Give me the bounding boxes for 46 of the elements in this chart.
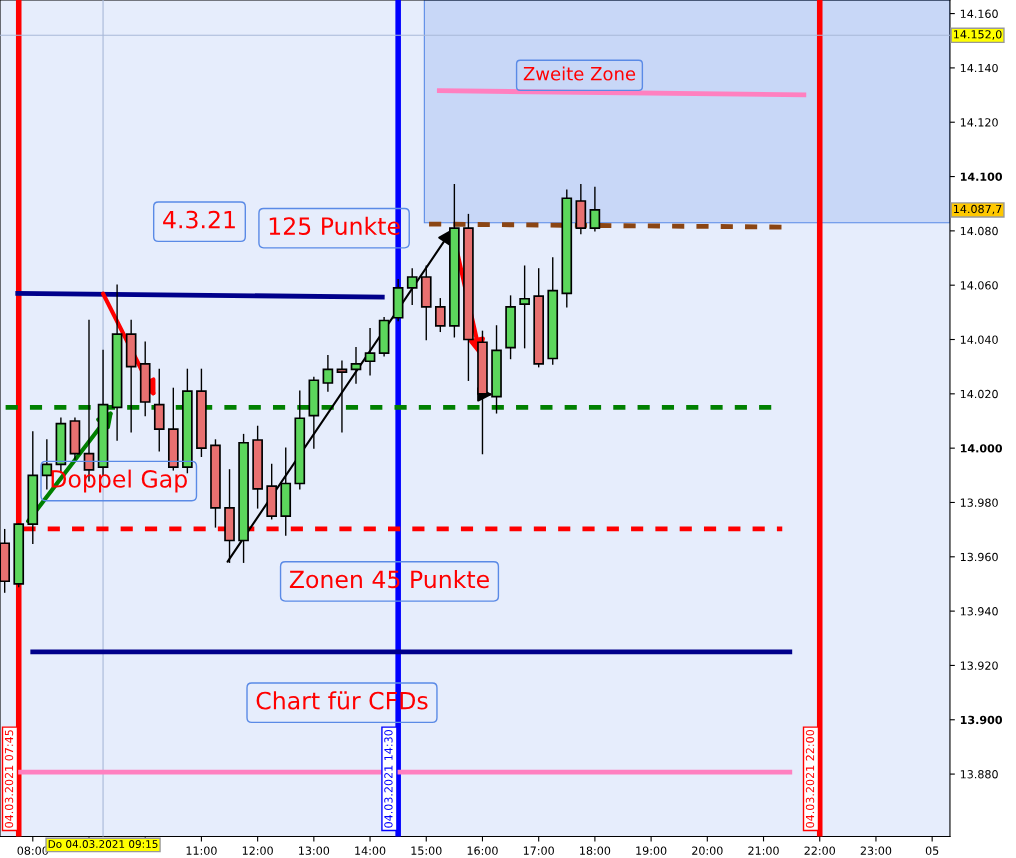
y-tick-label: 13.900	[960, 715, 1003, 725]
x-tick-label: 14:00	[355, 846, 386, 855]
x-tick-label: 11:00	[186, 846, 217, 855]
x-tick-label: 15:00	[411, 846, 442, 855]
candlestick	[350, 346, 362, 384]
y-tick-label: 13.920	[960, 661, 998, 670]
x-tick-label: 22:00	[804, 846, 836, 855]
ref-line-label: 04.03.2021 14:30	[384, 729, 393, 828]
annotation: Zweite Zone	[523, 66, 636, 81]
y-tick-label: 14.100	[960, 172, 1003, 181]
x-tick-label: 23:00	[860, 846, 892, 855]
x-tick-label: 16:00	[467, 846, 498, 855]
x-tick-label: 19:00	[636, 846, 667, 855]
y-tick-label: 13.960	[960, 552, 998, 562]
candlestick	[336, 360, 348, 433]
x-tick-label: 21:00	[748, 846, 779, 855]
x-tick-label: 18:00	[580, 846, 611, 855]
ref-line-label: 04.03.2021 07:45	[4, 730, 14, 828]
x-tick-label: 20:00	[692, 846, 723, 855]
y-tick-label: 14.020	[960, 389, 998, 399]
x-tick-label: 05	[925, 846, 939, 855]
ref-line-label: Do 04.03.2021 09:15	[48, 840, 158, 848]
candlestick	[519, 265, 530, 349]
ref-line-label: 04.03.2021 22:00	[805, 729, 815, 828]
y-tick-label: 14.040	[960, 335, 998, 344]
x-tick-label: 12:00	[242, 846, 273, 855]
text: 14.087,7	[954, 204, 1002, 215]
y-tick-label: 13.880	[960, 770, 998, 779]
candlestick	[41, 439, 53, 490]
y-tick-label: 13.980	[960, 498, 998, 507]
candlestick	[364, 327, 376, 376]
y-tick-label: 14.120	[960, 118, 998, 127]
y-tick-label: 14.060	[960, 281, 998, 290]
candlestick	[589, 186, 601, 232]
y-tick-label: 14.160	[960, 9, 998, 18]
candlestick	[434, 298, 446, 333]
y-tick-label: 14.080	[960, 226, 998, 236]
y-tick-label: 13.940	[960, 607, 998, 616]
candlestick	[322, 355, 334, 392]
annotation: 4.3.21	[163, 210, 235, 229]
y-tick-label: 14.000	[960, 444, 1003, 453]
ref-line-label: 14.152,0	[954, 30, 1002, 40]
x-tick-label: 17:00	[523, 846, 554, 855]
y-tick-label: 14.140	[960, 63, 998, 73]
x-tick-label: 13:00	[299, 846, 330, 855]
candlestick	[406, 268, 418, 305]
